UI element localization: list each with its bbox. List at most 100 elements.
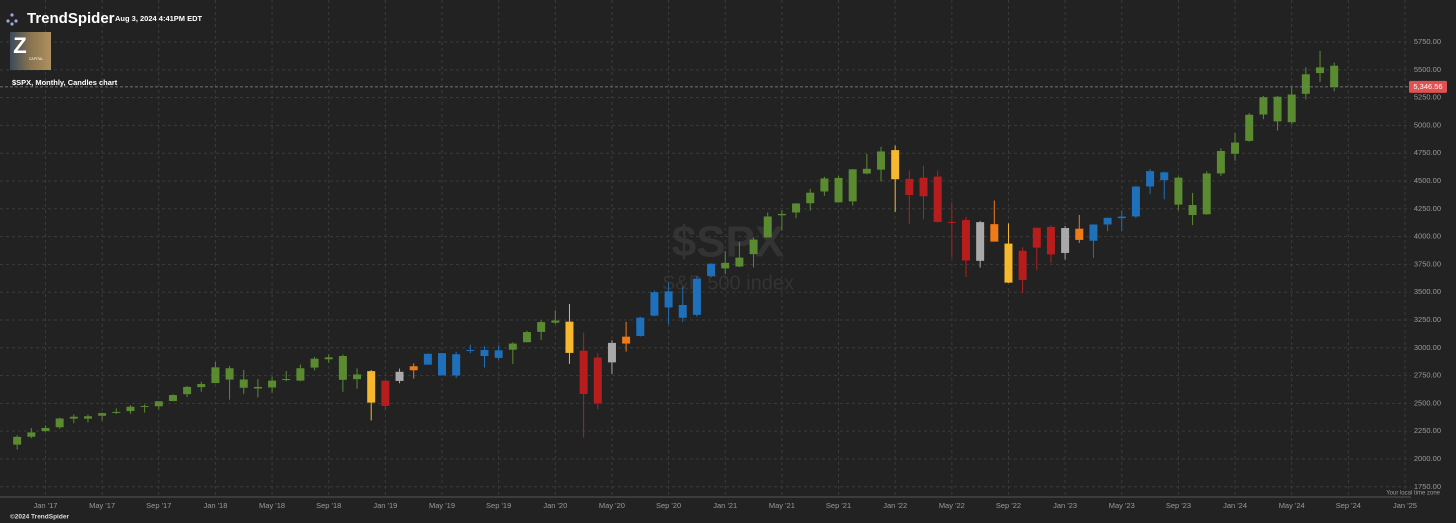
last-price-box	[1409, 80, 1447, 93]
x-tick-label: Jan '24	[1223, 501, 1247, 510]
y-tick-label: 4000.00	[1414, 232, 1441, 241]
y-tick-label: 2500.00	[1414, 398, 1441, 407]
candle-body	[27, 432, 36, 437]
candle-body	[777, 213, 786, 216]
candle-body	[692, 278, 701, 315]
candle-body	[1061, 228, 1070, 253]
candle-body	[1287, 94, 1296, 123]
brand-icon	[6, 13, 18, 26]
candle-body	[126, 406, 135, 412]
logo	[10, 32, 51, 70]
candle-body	[367, 371, 376, 403]
x-tick-label: Sep '18	[316, 501, 341, 510]
candle-body	[877, 151, 886, 170]
y-tick-label: 4750.00	[1414, 148, 1441, 157]
y-tick-label: 2250.00	[1414, 426, 1441, 435]
candle-body	[622, 336, 631, 344]
candle-body	[1117, 216, 1126, 219]
candle-body	[296, 368, 305, 381]
candle-body	[282, 379, 291, 381]
candles	[13, 50, 1339, 450]
x-tick-label: Jan '25	[1393, 501, 1417, 510]
candle-body	[1301, 74, 1310, 94]
candle-body	[636, 317, 645, 337]
candle-body	[551, 320, 560, 323]
candle-body	[990, 224, 999, 242]
candle-body	[41, 427, 50, 432]
candle-body	[678, 304, 687, 318]
candle-body	[423, 353, 432, 365]
x-tick-label: Jan '17	[34, 501, 58, 510]
candle-body	[140, 405, 149, 407]
candle-body	[806, 192, 815, 204]
candle-body	[466, 350, 475, 352]
candle-body	[961, 220, 970, 261]
candle-body	[55, 418, 64, 428]
candle-body	[919, 177, 928, 197]
x-tick-label: Jan '23	[1053, 501, 1077, 510]
candle-body	[438, 353, 447, 376]
candle-body	[1131, 186, 1140, 217]
candle-body	[721, 262, 730, 269]
candle-body	[381, 380, 390, 406]
x-tick-label: Sep '23	[1166, 501, 1191, 510]
candle-body	[168, 395, 177, 402]
watermark-subtitle: S&P 500 index	[662, 272, 794, 294]
candle-body	[83, 416, 92, 419]
candle-body	[1046, 226, 1055, 255]
candle-body	[1231, 142, 1240, 154]
y-tick-label: 2750.00	[1414, 371, 1441, 380]
candle-body	[891, 150, 900, 180]
y-tick-label: 3500.00	[1414, 287, 1441, 296]
x-tick-label: Sep '20	[656, 501, 681, 510]
logo-letter: Z	[13, 33, 26, 58]
candle-body	[1146, 171, 1155, 187]
candle-body	[409, 366, 418, 371]
candle-body	[353, 374, 362, 380]
candle-body	[324, 357, 333, 360]
candle-body	[225, 368, 234, 380]
candle-body	[1160, 172, 1169, 181]
x-tick-label: Jan '22	[883, 501, 907, 510]
x-tick-label: May '23	[1109, 501, 1135, 510]
candle-body	[211, 367, 220, 384]
candle-body	[69, 416, 78, 419]
candle-body	[494, 350, 503, 358]
timestamp: Aug 3, 2024 4:41PM EDT	[115, 14, 203, 23]
candle-body	[1245, 114, 1254, 141]
grid	[0, 0, 1411, 497]
y-tick-label: 2000.00	[1414, 454, 1441, 463]
y-tick-label: 4250.00	[1414, 204, 1441, 213]
candle-body	[338, 356, 347, 380]
y-tick-label: 5250.00	[1414, 93, 1441, 102]
x-tick-label: May '20	[599, 501, 625, 510]
candle-body	[976, 222, 985, 261]
candle-body	[239, 379, 248, 388]
y-tick-label: 4500.00	[1414, 176, 1441, 185]
candle-body	[862, 168, 871, 174]
brand-name: TrendSpider	[27, 10, 115, 27]
x-tick-label: Sep '19	[486, 501, 511, 510]
candle-body	[763, 216, 772, 238]
x-tick-label: Jan '18	[203, 501, 227, 510]
candle-body	[593, 357, 602, 404]
candle-body	[820, 178, 829, 192]
candle-body	[480, 350, 489, 357]
x-tick-label: May '19	[429, 501, 455, 510]
candle-body	[1259, 97, 1268, 115]
candle-body	[735, 257, 744, 267]
candle-body	[522, 332, 531, 343]
brand: TrendSpider Aug 3, 2024 4:41PM EDT	[6, 10, 203, 27]
x-tick-label: May '21	[769, 501, 795, 510]
candle-body	[183, 386, 192, 395]
y-tick-label: 5000.00	[1414, 120, 1441, 129]
x-tick-label: May '22	[939, 501, 965, 510]
candle-body	[154, 401, 163, 407]
candle-body	[1202, 173, 1211, 215]
x-tick-label: Sep '21	[826, 501, 851, 510]
candle-body	[1174, 177, 1183, 205]
candle-body	[1103, 217, 1112, 225]
candle-body	[650, 292, 659, 316]
candle-body	[1330, 65, 1339, 87]
